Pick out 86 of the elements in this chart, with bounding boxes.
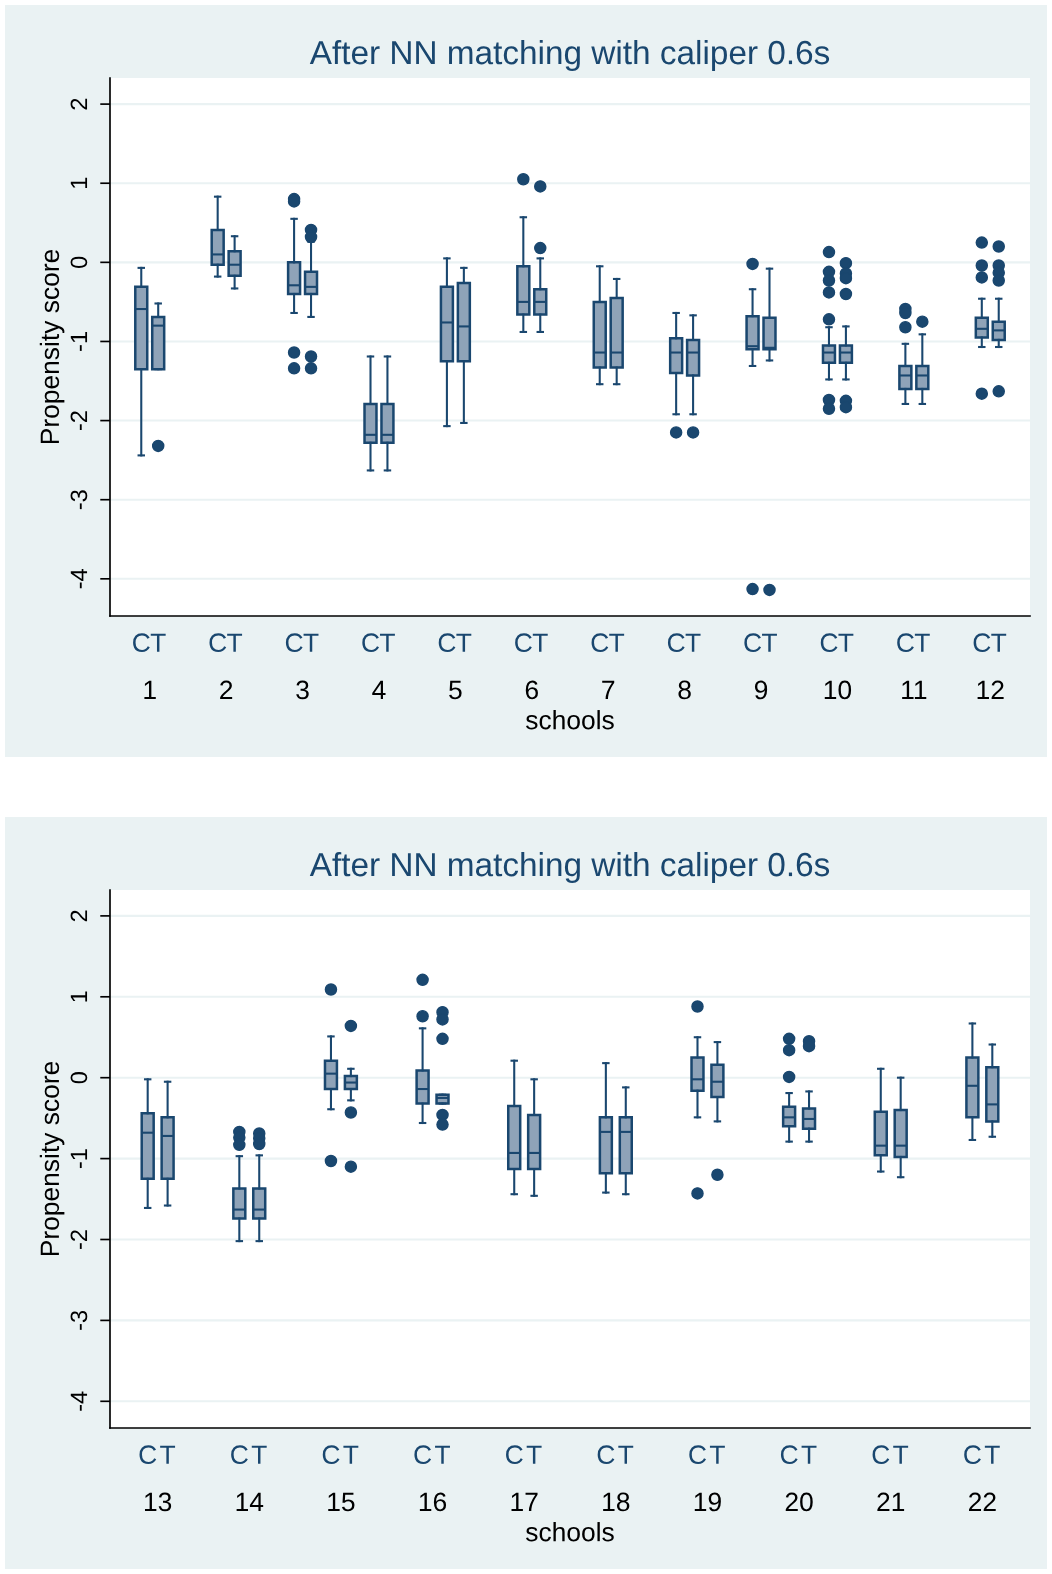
text: C	[872, 1445, 890, 1465]
y-tick-label: 1	[70, 177, 88, 188]
x-tick-label: 20	[785, 1492, 813, 1512]
x-tick-label: 9	[754, 680, 768, 700]
text: C	[515, 633, 532, 653]
text: T	[838, 633, 854, 652]
text: C	[139, 1445, 157, 1465]
chart-title: After NN matching with caliper 0.6s	[309, 39, 830, 72]
text: T	[160, 1445, 176, 1464]
text: C	[744, 633, 762, 653]
x-tick-label: 2	[220, 680, 233, 700]
y-tick-label: -4	[70, 1391, 88, 1411]
text: C	[285, 633, 303, 653]
text: C	[597, 1445, 615, 1465]
text: C	[362, 633, 380, 653]
x-tick-label: 10	[824, 680, 852, 700]
x-tick-label: 16	[419, 1492, 447, 1512]
y-tick-label: 1	[70, 991, 88, 1002]
text: T	[685, 633, 701, 652]
x-axis-title: schools	[526, 1522, 614, 1542]
text: C	[780, 1445, 798, 1465]
text: T	[618, 1445, 634, 1464]
text: C	[591, 633, 609, 653]
text: C	[414, 1445, 432, 1465]
y-tick-label: -3	[70, 1310, 88, 1330]
text: T	[532, 633, 548, 652]
text: C	[209, 633, 227, 653]
y-axis-title: Propensity score	[39, 1061, 65, 1256]
text: C	[820, 633, 838, 653]
x-tick-label: 19	[694, 1492, 721, 1512]
x-tick-label: 22	[969, 1492, 996, 1512]
y-tick-label: 0	[70, 1072, 88, 1084]
y-axis-title: Propensity score	[39, 249, 65, 444]
y-tick-label: 2	[70, 98, 88, 110]
y-tick-label: 2	[70, 910, 88, 922]
text: T	[801, 1445, 817, 1464]
text: C	[322, 1445, 340, 1465]
text: T	[984, 1445, 1000, 1464]
text: C	[133, 633, 150, 653]
x-tick-label: 12	[977, 680, 1004, 700]
y-tick-label: -1	[70, 1149, 88, 1169]
text: T	[343, 1445, 359, 1464]
y-tick-label: -1	[70, 332, 88, 351]
x-tick-label: 21	[877, 1492, 905, 1512]
x-tick-label: 3	[296, 680, 309, 700]
text: T	[251, 1445, 267, 1464]
y-tick-label: -2	[70, 411, 88, 431]
text: T	[914, 633, 930, 652]
y-tick-label: -3	[70, 490, 88, 510]
text: T	[435, 1445, 450, 1464]
x-tick-label: 15	[328, 1492, 355, 1512]
text: T	[379, 633, 395, 652]
chart-title: After NN matching with caliper 0.6s	[309, 851, 830, 884]
text: T	[762, 633, 777, 652]
x-tick-label: 5	[449, 680, 462, 700]
x-tick-label: 13	[144, 1492, 172, 1512]
y-tick-label: -4	[70, 569, 88, 589]
x-tick-label: 17	[511, 1492, 538, 1512]
x-tick-label: 18	[603, 1492, 630, 1512]
text: T	[893, 1445, 909, 1464]
text: C	[689, 1445, 707, 1465]
text: C	[438, 633, 456, 653]
x-axis-title: schools	[526, 710, 614, 730]
text: T	[609, 633, 625, 652]
y-tick-label: 0	[70, 256, 88, 268]
text: T	[227, 633, 243, 652]
text: T	[709, 1445, 725, 1464]
text: C	[964, 1445, 981, 1465]
text: T	[991, 633, 1007, 652]
text: C	[973, 633, 991, 653]
text: T	[526, 1445, 542, 1464]
x-tick-label: 1	[144, 680, 156, 700]
text: C	[897, 633, 914, 653]
x-tick-label: 14	[236, 1492, 264, 1512]
x-tick-label: 8	[678, 680, 691, 700]
text: T	[150, 633, 166, 652]
text: C	[506, 1445, 523, 1465]
x-tick-label: 7	[602, 680, 615, 700]
x-tick-label: 11	[902, 680, 927, 700]
text: C	[231, 1445, 248, 1465]
x-tick-label: 6	[525, 680, 538, 700]
x-tick-label: 4	[372, 680, 386, 700]
y-tick-label: -2	[70, 1230, 88, 1249]
text: T	[456, 633, 472, 652]
text: T	[303, 633, 319, 652]
text: C	[667, 633, 685, 653]
